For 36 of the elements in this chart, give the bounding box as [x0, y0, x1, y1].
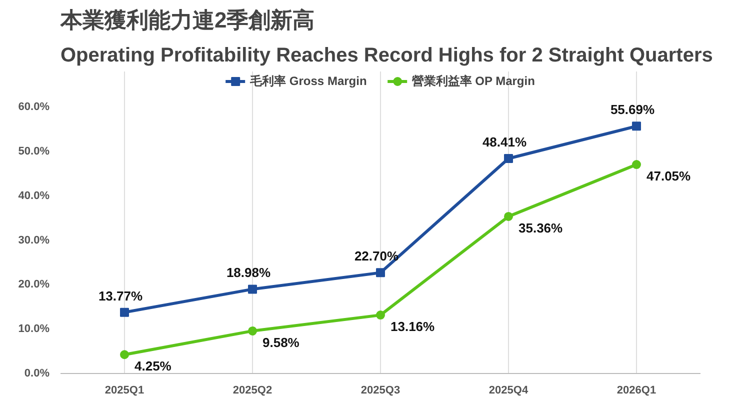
x-tick-label: 2026Q1: [616, 384, 656, 396]
x-tick-label: 2025Q2: [232, 384, 272, 396]
point: [632, 160, 641, 170]
data-label: 9.58%: [262, 334, 300, 350]
data-label: 13.16%: [390, 319, 436, 334]
y-tick-label: 0.0%: [24, 368, 50, 380]
y-tick-label: 30.0%: [18, 234, 50, 246]
point: [248, 326, 257, 336]
data-label: 13.77%: [98, 288, 143, 304]
point: [376, 268, 385, 278]
point: [376, 310, 385, 320]
chart-subtitle: Operating Profitability Reaches Record Highs for 2 Straight Quarters: [60, 44, 713, 66]
point: [504, 154, 513, 164]
point: [120, 350, 129, 360]
point: [120, 308, 129, 317]
y-tick-label: 60.0%: [18, 101, 50, 114]
data-label: 48.41%: [482, 134, 527, 150]
data-label: 35.36%: [518, 220, 564, 236]
x-tick-label: 2025Q3: [360, 384, 400, 396]
y-tick-label: 50.0%: [18, 145, 50, 158]
y-tick-label: 10.0%: [18, 323, 50, 336]
point: [248, 284, 257, 294]
chart-title: 本業獲利能力連2季創新高: [60, 8, 315, 32]
data-label: 55.69%: [610, 102, 655, 118]
legend-label: 營業利益率 OP Margin: [412, 72, 535, 90]
data-label: 22.70%: [354, 248, 399, 264]
data-label: 4.25%: [134, 358, 172, 374]
y-tick-label: 20.0%: [18, 278, 50, 291]
point: [504, 212, 513, 221]
data-label: 18.98%: [226, 265, 271, 280]
data-label: 47.05%: [646, 168, 692, 184]
point: [632, 122, 641, 131]
y-tick-label: 40.0%: [18, 190, 50, 202]
x-tick-label: 2025Q1: [104, 384, 144, 396]
legend-label: 毛利率 Gross Margin: [250, 72, 367, 90]
x-tick-label: 2025Q4: [488, 384, 529, 396]
